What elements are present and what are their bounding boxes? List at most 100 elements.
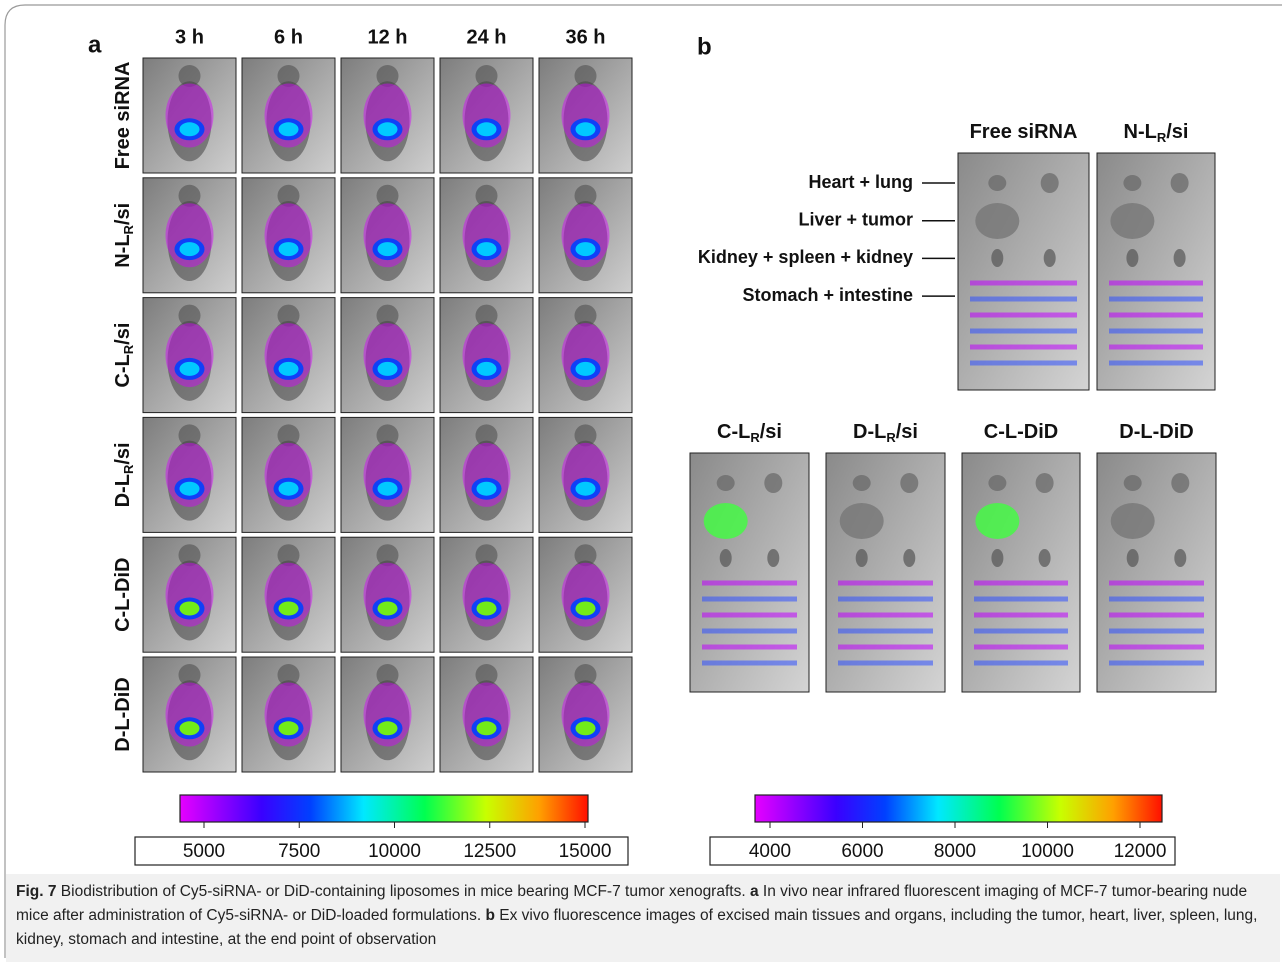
signal [278, 601, 299, 616]
mouse-head [277, 544, 300, 567]
group-label: C-LR/si [112, 323, 136, 388]
signal [278, 361, 299, 376]
group-label: Free siRNA [970, 121, 1078, 143]
time-label: 3 h [175, 26, 204, 48]
panel-label: a [88, 31, 102, 58]
time-label: 12 h [367, 26, 407, 48]
caption-part-text: In vivo near infrared fluorescent imagin… [16, 883, 1248, 924]
signal [476, 242, 497, 257]
image-frame [961, 452, 1081, 693]
organ-image [957, 152, 1090, 391]
signal [278, 721, 299, 736]
mouse-head [574, 184, 597, 207]
signal [1173, 249, 1186, 267]
mouse-head [475, 544, 498, 567]
mouse-image [241, 297, 336, 414]
label-text: C-L-DiD [984, 421, 1058, 443]
signal [703, 503, 748, 539]
mouse-head [178, 184, 201, 207]
tick-label: 4000 [749, 841, 791, 862]
mouse-image [142, 297, 237, 414]
signal [575, 361, 596, 376]
signal [278, 242, 299, 257]
group-label: N-LR/si [112, 203, 136, 268]
mouse-head [376, 184, 399, 207]
mouse-image [142, 536, 237, 653]
signal [476, 361, 497, 376]
group-label: C-LR/si [717, 421, 782, 445]
signal [476, 481, 497, 496]
mouse-image [538, 536, 633, 653]
mouse-head [277, 424, 300, 447]
label-subscript: R [121, 344, 136, 354]
mouse-head [376, 304, 399, 327]
label-subscript: R [750, 430, 760, 445]
mouse-head [475, 65, 498, 87]
time-label: 36 h [565, 26, 605, 48]
mouse-head [277, 664, 300, 686]
signal [575, 721, 596, 736]
image-frame [1096, 452, 1217, 693]
signal [179, 122, 200, 137]
signal [179, 361, 200, 376]
mouse-image [439, 656, 534, 773]
mouse-head [376, 664, 399, 686]
group-label: Free siRNA [112, 62, 134, 170]
mouse-image [142, 416, 237, 533]
signal [764, 473, 783, 493]
signal [988, 175, 1007, 191]
tick-label: 10000 [1021, 841, 1074, 862]
signal [575, 242, 596, 257]
colorbar-gradient [179, 794, 589, 823]
signal [179, 601, 200, 616]
label-text: Free siRNA [970, 121, 1078, 143]
signal [1171, 473, 1190, 493]
organ-image [1096, 452, 1217, 693]
time-label: 24 h [466, 26, 506, 48]
tick-label: 8000 [934, 841, 976, 862]
label-text: D-L-DiD [112, 677, 134, 751]
organ-image [961, 452, 1081, 693]
label-subscript: R [886, 430, 896, 445]
caption-part-text: Ex vivo fluorescence images of excised m… [16, 907, 1258, 948]
tick-label: 10000 [368, 841, 421, 862]
caption: Fig. 7 Biodistribution of Cy5-siRNA- or … [6, 874, 1280, 962]
label-text: D-L [112, 474, 134, 507]
signal [1035, 473, 1054, 493]
signal [1043, 249, 1056, 267]
group-label: D-LR/si [853, 421, 918, 445]
mouse-image [241, 536, 336, 653]
mouse-image [538, 416, 633, 533]
signal [1038, 549, 1051, 567]
signal [575, 481, 596, 496]
mouse-image [340, 177, 435, 294]
organ-label: Kidney + spleen + kidney [698, 247, 913, 267]
signal [855, 549, 868, 567]
signal [903, 549, 916, 567]
mouse-image [340, 536, 435, 653]
mouse-head [277, 304, 300, 327]
label-text: /si [1166, 121, 1188, 143]
panel-a: 3 h 6 h 12 h 24 h 36 h Free siRNA N-LR/si C-LR/… [112, 26, 633, 773]
mouse-image [538, 57, 633, 174]
organ-image [689, 452, 810, 693]
group-label: C-L-DiD [984, 421, 1058, 443]
signal [1170, 173, 1189, 193]
signal [716, 475, 735, 491]
signal [975, 203, 1020, 239]
signal [377, 601, 398, 616]
tick-label: 7500 [278, 841, 320, 862]
label-text: C-L [112, 354, 134, 387]
image-frame [957, 152, 1090, 391]
organ-label: Stomach + intestine [742, 285, 913, 305]
mouse-head [475, 304, 498, 327]
tick-label: 6000 [841, 841, 883, 862]
image-frame [1096, 152, 1216, 391]
mouse-image [439, 416, 534, 533]
colorbar-gradient [754, 794, 1163, 823]
time-label: 6 h [274, 26, 303, 48]
panel-b: Free siRNA N-LR/siC-LR/si D-LR/si C-L-DiD D-… [689, 121, 1217, 693]
mouse-image [340, 416, 435, 533]
mouse-image [241, 57, 336, 174]
